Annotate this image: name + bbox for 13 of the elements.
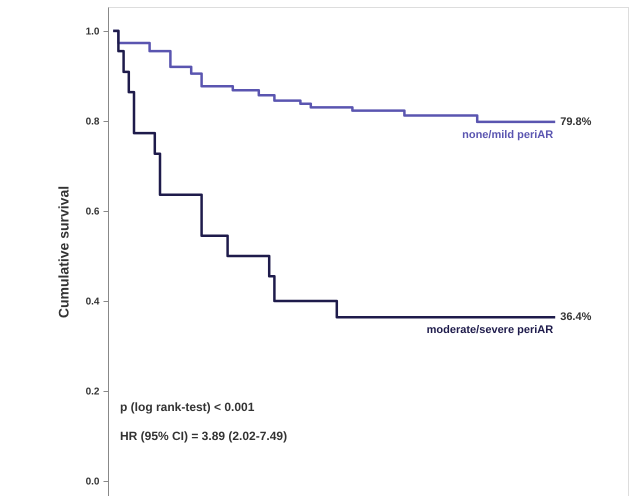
y-axis-title: Cumulative survival (56, 186, 72, 318)
y-tick-label: 1.0 (86, 26, 100, 38)
annotation: p (log rank-test) < 0.001 (120, 400, 255, 414)
y-tick-label: 0.2 (86, 386, 100, 398)
data-label: 79.8% (560, 116, 592, 128)
data-label: 36.4% (560, 311, 592, 324)
series-label: none/mild periAR (462, 128, 554, 141)
y-tick-label: 0.0 (86, 476, 100, 488)
annotation: HR (95% CI) = 3.89 (2.02-7.49) (120, 429, 288, 443)
y-tick-label: 0.8 (86, 116, 100, 128)
y-tick-label: 0.4 (86, 296, 100, 308)
series-label: moderate/severe periAR (426, 324, 554, 336)
y-tick-label: 0.6 (86, 206, 100, 218)
